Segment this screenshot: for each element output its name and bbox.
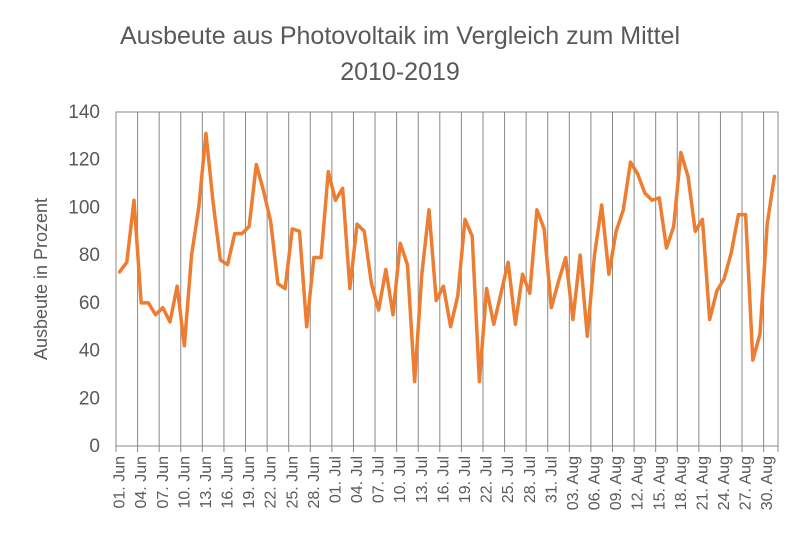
chart-title-line-1: Ausbeute aus Photovoltaik im Vergleich z… [120, 22, 680, 50]
y-tick-label: 0 [89, 436, 100, 457]
x-tick-label: 22. Jul [479, 456, 496, 503]
x-tick-label: 13. Jun [198, 456, 215, 508]
x-tick-label: 28. Jul [522, 456, 539, 503]
x-tick-label: 27. Aug [738, 456, 755, 510]
y-tick-label: 100 [68, 197, 100, 218]
x-tick-label: 03. Aug [565, 456, 582, 510]
x-tick-label: 10. Jul [392, 456, 409, 503]
x-tick-label: 22. Jun [263, 456, 280, 508]
axes [115, 446, 779, 452]
x-tick-label: 19. Jun [241, 456, 258, 508]
x-tick-label: 10. Jun [176, 456, 193, 508]
x-tick-label: 24. Aug [716, 456, 733, 510]
x-tick-label: 07. Jul [371, 456, 388, 503]
y-tick-label: 120 [68, 150, 100, 171]
x-tick-label: 04. Jul [349, 456, 366, 503]
x-tick-label: 09. Aug [608, 456, 625, 510]
x-tick-label: 04. Jun [133, 456, 150, 508]
x-tick-label: 15. Aug [651, 456, 668, 510]
x-tick-label: 19. Jul [457, 456, 474, 503]
y-tick-label: 60 [79, 293, 100, 314]
x-tick-label: 31. Jul [543, 456, 560, 503]
x-tick-label: 01. Jun [112, 456, 129, 508]
x-tick-label: 13. Jul [414, 456, 431, 503]
x-tick-label: 25. Jul [500, 456, 517, 503]
chart-title: Ausbeute aus Photovoltaik im Vergleich z… [0, 18, 800, 90]
x-tick-label: 16. Jun [220, 456, 237, 508]
y-tick-label: 140 [68, 102, 100, 123]
x-tick-label: 28. Jun [306, 456, 323, 508]
series-layer [117, 131, 777, 384]
x-tick-label: 30. Aug [759, 456, 776, 510]
chart-title-line-2: 2010-2019 [340, 58, 460, 86]
plot-frame [115, 111, 779, 447]
x-tick-label: 25. Jun [284, 456, 301, 508]
y-tick-label: 40 [79, 341, 100, 362]
x-axis-ticks: 01. Jun 04. Jun 07. Jun 10. Jun 13. Jun 16. J… [112, 456, 777, 510]
x-tick-label: 18. Aug [673, 456, 690, 510]
x-tick-label: 01. Jul [327, 456, 344, 503]
x-tick-label: 12. Aug [630, 456, 647, 510]
y-tick-label: 20 [79, 388, 100, 409]
y-axis-label: Ausbeute in Prozent [31, 198, 51, 360]
x-tick-label: 21. Aug [694, 456, 711, 510]
y-tick-label: 80 [79, 245, 100, 266]
x-tick-label: 06. Aug [587, 456, 604, 510]
x-tick-label: 07. Jun [155, 456, 172, 508]
y-axis-ticks: 0 20 40 60 80 100 120 140 [68, 102, 100, 457]
x-tick-label: 16. Jul [435, 456, 452, 503]
series-line [117, 131, 777, 384]
